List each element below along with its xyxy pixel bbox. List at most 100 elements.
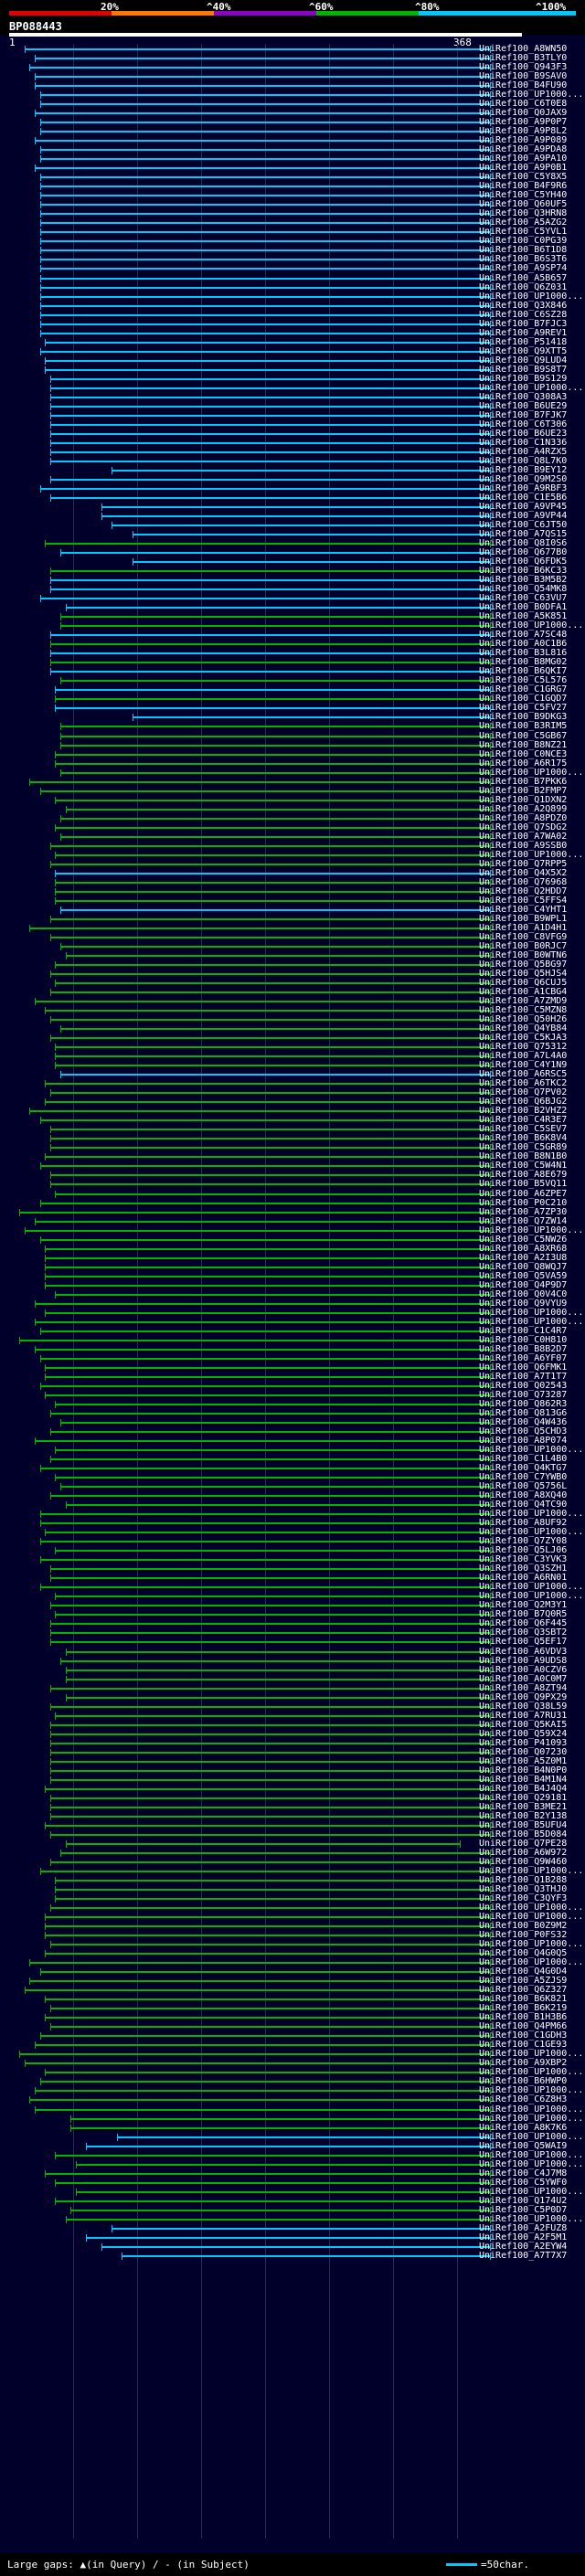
hit-row[interactable]: UniRef100_Q4TC90	[0, 1500, 585, 1511]
hit-label[interactable]: UniRef100_C5NW26	[479, 1234, 568, 1245]
hit-row[interactable]: UniRef100_B2VHZ2	[0, 1106, 585, 1117]
hit-row[interactable]: UniRef100_UP1000...	[0, 1912, 585, 1923]
hit-label[interactable]: UniRef100_C0NCE3	[479, 748, 568, 759]
hit-row[interactable]: UniRef100_C6JT50	[0, 520, 585, 531]
hit-label[interactable]: UniRef100_Q308A3	[479, 391, 568, 402]
hit-row[interactable]: UniRef100_C5FV27	[0, 703, 585, 714]
hit-row[interactable]: UniRef100_Q6Z031	[0, 282, 585, 293]
hit-label[interactable]: UniRef100_A2EYW4	[479, 2241, 568, 2252]
hit-row[interactable]: UniRef100_A9P089	[0, 135, 585, 146]
hit-row[interactable]: UniRef100_C8VFG9	[0, 932, 585, 943]
hit-label[interactable]: UniRef100_A6VDV3	[479, 1646, 568, 1657]
hit-row[interactable]: UniRef100_A8WN50	[0, 44, 585, 55]
hit-row[interactable]: UniRef100_Q60UF5	[0, 199, 585, 210]
hit-label[interactable]: UniRef100_A1CBG4	[479, 987, 568, 998]
hit-label[interactable]: UniRef100_C1GDH3	[479, 2030, 568, 2041]
hit-row[interactable]: UniRef100_A7ZP30	[0, 1207, 585, 1218]
hit-label[interactable]: UniRef100_Q75312	[479, 1042, 568, 1053]
hit-row[interactable]: UniRef100_C1L4B0	[0, 1454, 585, 1465]
hit-label[interactable]: UniRef100_A6W972	[479, 1847, 568, 1858]
hit-label[interactable]: UniRef100_C1E5B6	[479, 492, 568, 503]
hit-row[interactable]: UniRef100_C6Z8H3	[0, 2094, 585, 2105]
hit-label[interactable]: UniRef100_Q4X5X2	[479, 867, 568, 878]
hit-label[interactable]: UniRef100_C1GE93	[479, 2040, 568, 2051]
hit-label[interactable]: UniRef100_UP1000...	[479, 1903, 584, 1913]
hit-label[interactable]: UniRef100_A8K7K6	[479, 2122, 568, 2133]
hit-label[interactable]: UniRef100_B8B2D7	[479, 1343, 568, 1354]
hit-row[interactable]: UniRef100_C5L576	[0, 675, 585, 686]
hit-row[interactable]: UniRef100_Q2HDD7	[0, 886, 585, 897]
hit-row[interactable]: UniRef100_B6T1D8	[0, 245, 585, 256]
hit-label[interactable]: UniRef100_Q6Z031	[479, 281, 568, 292]
hit-row[interactable]: UniRef100_C6SZ28	[0, 310, 585, 321]
hit-label[interactable]: UniRef100_UP1000...	[479, 1865, 584, 1876]
hit-label[interactable]: UniRef100_UP1000...	[479, 2113, 584, 2124]
hit-label[interactable]: UniRef100_B5VQ11	[479, 1179, 568, 1190]
hit-row[interactable]: UniRef100_B9SAV0	[0, 71, 585, 82]
hit-label[interactable]: UniRef100_Q9M2S0	[479, 473, 568, 484]
hit-row[interactable]: UniRef100_B4J4Q4	[0, 1784, 585, 1795]
hit-label[interactable]: UniRef100_A7T1T7	[479, 1371, 568, 1382]
hit-label[interactable]: UniRef100_B7Q0R5	[479, 1609, 568, 1620]
hit-row[interactable]: UniRef100_Q07230	[0, 1747, 585, 1758]
hit-row[interactable]: UniRef100_A7WA02	[0, 832, 585, 843]
hit-label[interactable]: UniRef100_B6K219	[479, 2003, 568, 2014]
hit-row[interactable]: UniRef100_Q4PM66	[0, 2021, 585, 2032]
hit-row[interactable]: UniRef100_B5D084	[0, 1829, 585, 1840]
hit-label[interactable]: UniRef100_UP1000...	[479, 1224, 584, 1235]
hit-label[interactable]: UniRef100_Q4PM66	[479, 2021, 568, 2032]
hit-label[interactable]: UniRef100_A7QS15	[479, 529, 568, 540]
hit-label[interactable]: UniRef100_B0DFA1	[479, 602, 568, 613]
hit-label[interactable]: UniRef100_A2F5M1	[479, 2231, 568, 2242]
hit-row[interactable]: UniRef100_Q7ZW14	[0, 1216, 585, 1227]
hit-row[interactable]: UniRef100_Q9W460	[0, 1857, 585, 1868]
hit-label[interactable]: UniRef100_Q8WQJ7	[479, 1261, 568, 1272]
hit-row[interactable]: UniRef100_Q9M2S0	[0, 474, 585, 485]
hit-row[interactable]: UniRef100_B3TLY0	[0, 53, 585, 64]
hit-label[interactable]: UniRef100_Q3X846	[479, 300, 568, 311]
hit-row[interactable]: UniRef100_B6K8V4	[0, 1133, 585, 1144]
hit-row[interactable]: UniRef100_B0DFA1	[0, 602, 585, 613]
hit-row[interactable]: UniRef100_A8P074	[0, 1436, 585, 1447]
hit-row[interactable]: UniRef100_A9REV1	[0, 328, 585, 339]
hit-row[interactable]: UniRef100_C63VU7	[0, 593, 585, 604]
hit-label[interactable]: UniRef100_A6RSC5	[479, 1069, 568, 1080]
hit-row[interactable]: UniRef100_A6YF07	[0, 1353, 585, 1364]
hit-label[interactable]: UniRef100_Q813G6	[479, 1407, 568, 1418]
hit-row[interactable]: UniRef100_UP1000...	[0, 1317, 585, 1328]
hit-label[interactable]: UniRef100_UP1000...	[479, 2158, 584, 2169]
hit-label[interactable]: UniRef100_Q5VA59	[479, 1270, 568, 1281]
hit-label[interactable]: UniRef100_B8N1B0	[479, 1151, 568, 1162]
hit-label[interactable]: UniRef100_C1L4B0	[479, 1454, 568, 1465]
hit-label[interactable]: UniRef100_UP1000...	[479, 1307, 584, 1318]
hit-row[interactable]: UniRef100_Q3HRN8	[0, 208, 585, 219]
hit-label[interactable]: UniRef100_Q9PX29	[479, 1691, 568, 1702]
hit-row[interactable]: UniRef100_C5YVL1	[0, 227, 585, 238]
hit-label[interactable]: UniRef100_Q6CUJ5	[479, 978, 568, 989]
hit-label[interactable]: UniRef100_C0H810	[479, 1334, 568, 1345]
hit-label[interactable]: UniRef100_Q02543	[479, 1380, 568, 1391]
hit-label[interactable]: UniRef100_C6Z8H3	[479, 2094, 568, 2105]
hit-label[interactable]: UniRef100_C4J7M8	[479, 2168, 568, 2178]
hit-label[interactable]: UniRef100_C5P0D7	[479, 2204, 568, 2215]
hit-label[interactable]: UniRef100_UP1000...	[479, 767, 584, 778]
hit-row[interactable]: UniRef100_UP1000...	[0, 2067, 585, 2078]
hit-label[interactable]: UniRef100_Q9VYU9	[479, 1298, 568, 1309]
hit-row[interactable]: UniRef100_UP1000...	[0, 1903, 585, 1913]
hit-label[interactable]: UniRef100_C5YH40	[479, 190, 568, 201]
hit-label[interactable]: UniRef100_B3M5B2	[479, 575, 568, 586]
hit-label[interactable]: UniRef100_A7L4A0	[479, 1051, 568, 1062]
hit-row[interactable]: UniRef100_Q3THJ0	[0, 1884, 585, 1895]
hit-label[interactable]: UniRef100_B9SAV0	[479, 71, 568, 82]
hit-label[interactable]: UniRef100_Q943F3	[479, 62, 568, 73]
hit-row[interactable]: UniRef100_A9P8L2	[0, 126, 585, 137]
hit-label[interactable]: UniRef100_B4J4Q4	[479, 1783, 568, 1794]
hit-label[interactable]: UniRef100_C1N336	[479, 437, 568, 448]
hit-label[interactable]: UniRef100_A9XBP2	[479, 2058, 568, 2069]
hit-row[interactable]: UniRef100_A7L4A0	[0, 1051, 585, 1062]
hit-row[interactable]: UniRef100_B8NZ21	[0, 740, 585, 751]
hit-label[interactable]: UniRef100_UP1000...	[479, 291, 584, 302]
hit-label[interactable]: UniRef100_Q677B0	[479, 547, 568, 558]
hit-label[interactable]: UniRef100_A5K851	[479, 611, 568, 622]
hit-label[interactable]: UniRef100_C5W4N1	[479, 1161, 568, 1171]
